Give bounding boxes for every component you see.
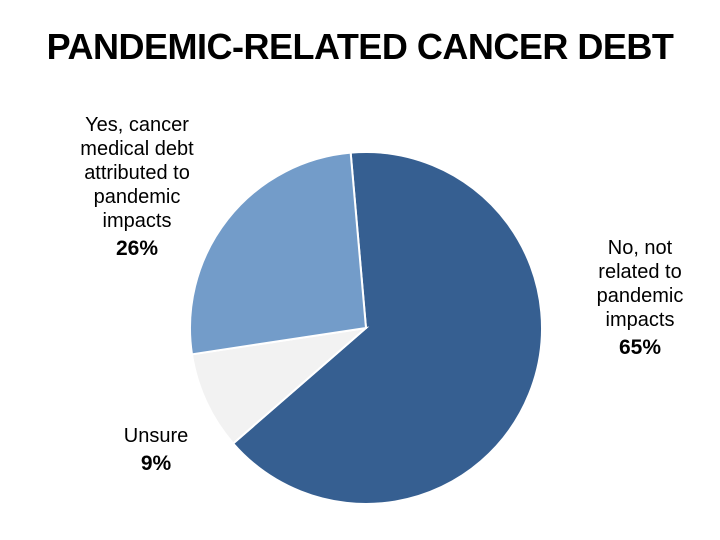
slice-label-line: impacts xyxy=(605,309,675,331)
pie-slice-yes xyxy=(189,151,368,356)
slice-percent-no: 65% xyxy=(618,336,662,359)
slice-label-line: pandemic xyxy=(93,186,181,208)
slice-label-yes: Yes, cancer medical debt attributed to pand… xyxy=(53,113,221,261)
pie-slice-no xyxy=(231,151,543,505)
slice-percent-unsure: 9% xyxy=(140,452,172,475)
chart-title: PANDEMIC-RELATED CANCER DEBT xyxy=(46,26,674,67)
slice-label-line: attributed to xyxy=(84,162,190,184)
pie-slices xyxy=(189,151,543,505)
slice-category-unsure: Unsure xyxy=(84,424,228,448)
slice-label-line: medical debt xyxy=(80,138,194,160)
slice-label-line: Yes, cancer xyxy=(85,114,189,136)
slice-label-line: impacts xyxy=(102,210,172,232)
slice-label-line: pandemic xyxy=(596,285,684,307)
slice-percent-yes: 26% xyxy=(115,237,159,260)
slice-label-line: No, not xyxy=(607,237,673,259)
slice-label-line: Unsure xyxy=(123,425,189,447)
slice-label-line: related to xyxy=(598,261,682,283)
slice-category-no: No, not related to pandemic impacts xyxy=(548,236,720,332)
slice-category-yes: Yes, cancer medical debt attributed to pand… xyxy=(53,113,221,233)
slice-label-unsure: Unsure 9% xyxy=(84,424,228,476)
slice-label-no: No, not related to pandemic impacts 65% xyxy=(548,236,720,360)
pie-slice-unsure xyxy=(190,326,370,445)
